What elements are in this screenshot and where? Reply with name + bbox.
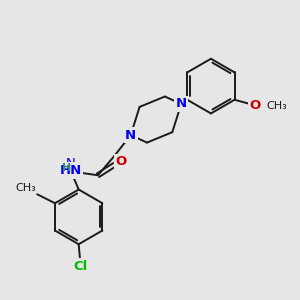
Text: HN: HN [59,164,82,177]
Text: O: O [115,155,127,168]
Text: N: N [176,98,187,110]
Text: H: H [67,157,76,170]
Text: H: H [62,163,71,173]
Text: CH₃: CH₃ [15,183,36,193]
Text: N: N [125,129,136,142]
Text: Cl: Cl [73,260,87,273]
Text: HN: HN [59,164,82,177]
Text: N: N [66,157,76,170]
Text: O: O [250,99,261,112]
Text: CH₃: CH₃ [266,101,287,111]
